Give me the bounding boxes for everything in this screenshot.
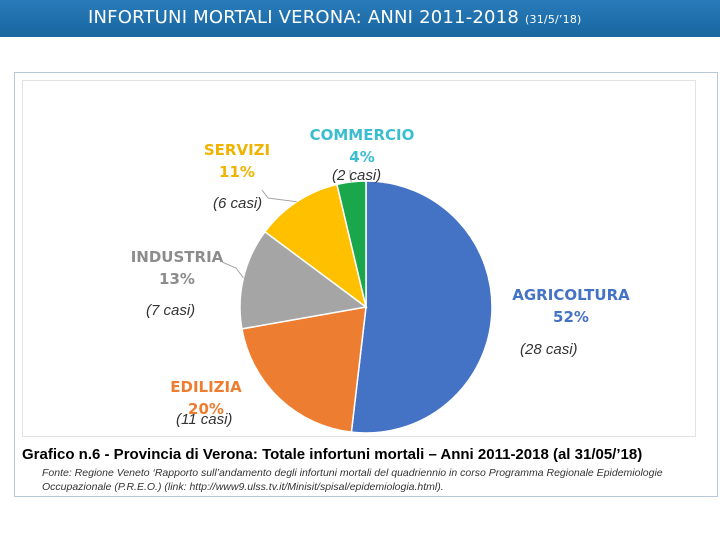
label-commercio-name: COMMERCIO [309, 126, 415, 144]
cases-agricoltura: (28 casi) [520, 341, 578, 358]
cases-edilizia: (11 casi) [176, 411, 233, 428]
label-edilizia: EDILIZIA 20% [160, 376, 252, 420]
label-servizi: SERVIZI 11% [196, 139, 278, 183]
pie-slice-agricoltura [350, 180, 493, 434]
pie-slice-edilizia [241, 306, 367, 433]
label-agricoltura-percent: 52% [553, 308, 589, 326]
source-line-2: Occupazionale (P.R.E.O.) (link: http://w… [42, 481, 444, 493]
label-agricoltura: AGRICOLTURA 52% [498, 284, 644, 328]
label-industria-percent: 13% [159, 270, 195, 288]
label-commercio-percent: 4% [349, 148, 375, 166]
leader-line-servizi [261, 189, 297, 203]
chart-caption: Grafico n.6 - Provincia di Verona: Total… [22, 446, 643, 463]
label-servizi-name: SERVIZI [203, 141, 271, 159]
leader-line-industria [221, 261, 244, 279]
leader-line-commercio [349, 170, 352, 183]
source-line-1: Fonte: Regione Veneto ‘Rapporto sull’and… [42, 467, 663, 479]
label-edilizia-name: EDILIZIA [170, 378, 242, 396]
pie-slices [239, 180, 493, 434]
slide-title-date: (31/5/’18) [525, 13, 582, 26]
label-agricoltura-name: AGRICOLTURA [512, 286, 630, 304]
label-commercio: COMMERCIO 4% [300, 124, 424, 168]
cases-servizi: (6 casi) [213, 195, 263, 212]
chart-source: Fonte: Regione Veneto ‘Rapporto sull’and… [42, 466, 706, 494]
label-servizi-percent: 11% [219, 163, 255, 181]
label-industria: INDUSTRIA 13% [122, 246, 232, 290]
cases-commercio: (2 casi) [332, 167, 382, 184]
label-industria-name: INDUSTRIA [130, 248, 224, 266]
slide-title: INFORTUNI MORTALI VERONA: ANNI 2011-2018… [88, 7, 582, 28]
slide-title-text: INFORTUNI MORTALI VERONA: ANNI 2011-2018 [88, 7, 520, 28]
title-bar: INFORTUNI MORTALI VERONA: ANNI 2011-2018… [0, 0, 720, 37]
label-edilizia-percent: 20% [188, 400, 224, 418]
pie-slice-industria [239, 230, 368, 330]
leader-lines [221, 170, 352, 279]
cases-industria: (7 casi) [146, 302, 196, 319]
